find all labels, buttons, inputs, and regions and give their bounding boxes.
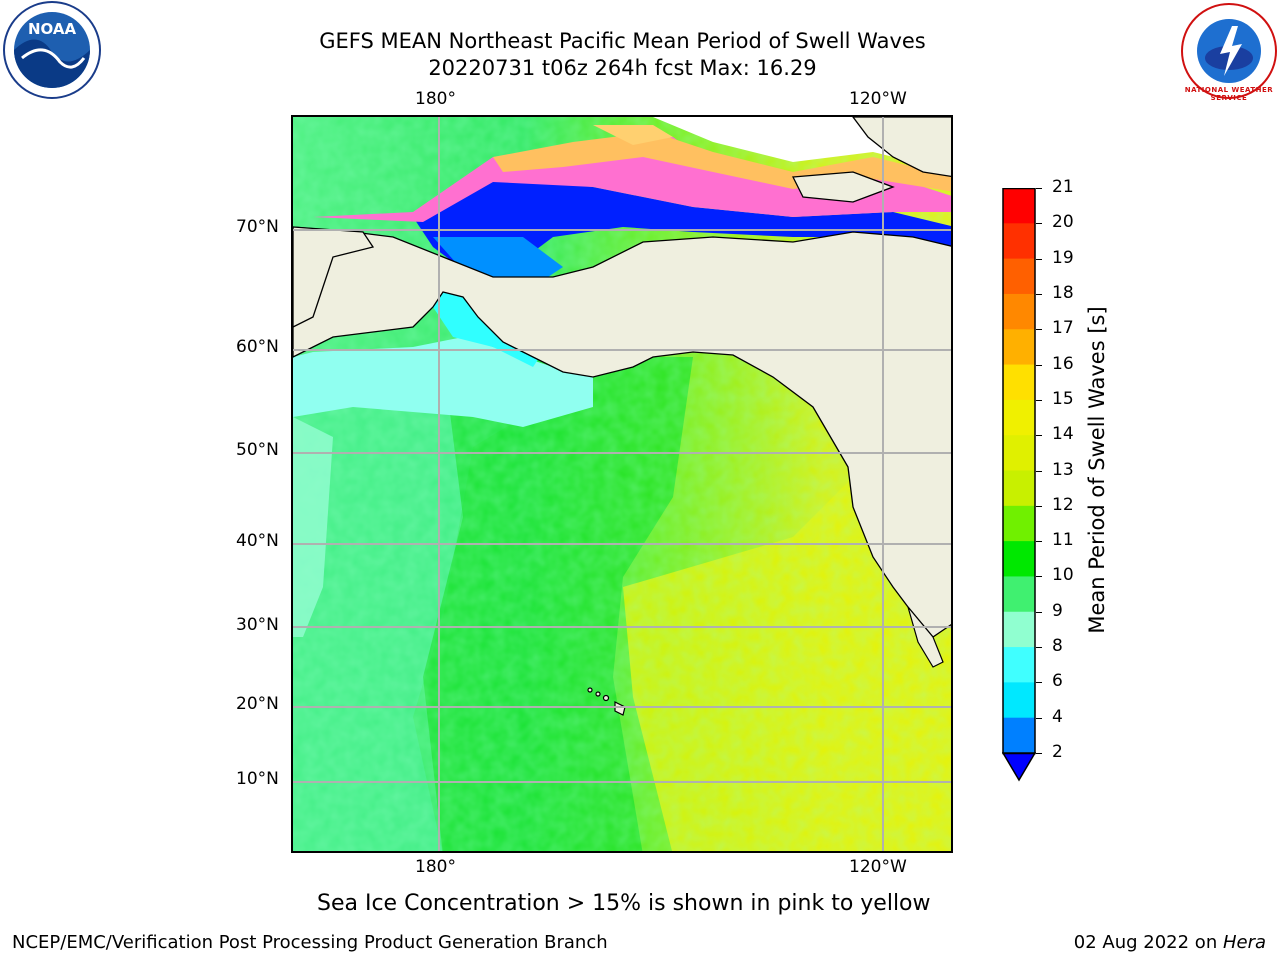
colorbar-tick-label: 12 — [1052, 494, 1074, 515]
footer-host: Hera — [1222, 932, 1266, 953]
colorbar-tick-mark — [1036, 753, 1042, 754]
colorbar-tick-mark — [1036, 505, 1042, 507]
sea-ice-yellow — [593, 125, 673, 145]
noaa-logo-text: NOAA — [27, 20, 77, 38]
colorbar-segment — [1003, 364, 1035, 401]
lat-label-50n: 50°N — [236, 440, 279, 460]
sea-ice-pink — [313, 137, 951, 222]
lon-label-bottom-180: 180° — [415, 857, 456, 877]
colorbar-segment — [1003, 576, 1035, 613]
chukchi-blue — [433, 237, 563, 287]
lat-label-20n: 20°N — [236, 694, 279, 714]
colorbar-tick-mark — [1036, 576, 1042, 578]
colorbar-tick-label: 19 — [1052, 247, 1074, 268]
colorbar-tick-mark — [1036, 223, 1042, 225]
sea-ice-note: Sea Ice Concentration > 15% is shown in … — [317, 891, 931, 916]
arctic-low-period — [413, 177, 951, 277]
colorbar-label: Mean Period of Swell Waves [s] — [1085, 306, 1109, 634]
colorbar-border — [1002, 187, 1036, 755]
lon-label-top-120w: 120°W — [849, 89, 907, 109]
chart-subtitle: 20220731 t06z 264h fcst Max: 16.29 — [428, 56, 817, 80]
footer-date: 02 Aug 2022 on Hera — [1074, 932, 1266, 953]
colorbar-under-arrow — [1001, 752, 1037, 782]
colorbar-tick-mark — [1036, 470, 1042, 472]
map-canvas — [293, 117, 951, 851]
colorbar-segment — [1003, 682, 1035, 719]
colorbar-tick-label: 20 — [1052, 212, 1074, 233]
nws-logo: NATIONAL WEATHER SERVICE — [1180, 2, 1278, 102]
colorbar-tick-label: 11 — [1052, 530, 1074, 551]
colorbar-tick-mark — [1036, 329, 1042, 331]
colorbar-tick-mark — [1036, 293, 1042, 295]
colorbar-tick-label: 17 — [1052, 318, 1074, 339]
colorbar-segment — [1003, 399, 1035, 436]
colorbar-graphic — [1001, 187, 1037, 782]
colorbar-tick-label: 9 — [1052, 600, 1063, 621]
lat-label-40n: 40°N — [236, 531, 279, 551]
nws-logo-text: NATIONAL WEATHER SERVICE — [1184, 86, 1274, 102]
colorbar-tick-mark — [1036, 399, 1042, 401]
colorbar-tick-mark — [1036, 435, 1042, 437]
colorbar-segment — [1003, 717, 1035, 754]
land-arctic-island-2 — [791, 171, 895, 203]
colorbar-tick-mark — [1036, 717, 1042, 719]
colorbar-tick-label: 4 — [1052, 706, 1063, 727]
footer-credit: NCEP/EMC/Verification Post Processing Pr… — [12, 932, 608, 953]
colorbar-tick-label: 8 — [1052, 636, 1063, 657]
colorbar-tick-mark — [1036, 682, 1042, 684]
colorbar-segment — [1003, 188, 1035, 224]
chart-title: GEFS MEAN Northeast Pacific Mean Period … — [319, 29, 926, 53]
colorbar-tick-mark — [1036, 541, 1042, 543]
colorbar-tick-label: 16 — [1052, 353, 1074, 374]
colorbar-tick-label: 14 — [1052, 424, 1074, 445]
colorbar-segment — [1003, 329, 1035, 366]
colorbar-segment — [1003, 435, 1035, 471]
lat-label-10n: 10°N — [236, 769, 279, 789]
colorbar-tick-mark — [1036, 647, 1042, 649]
graticule — [293, 117, 951, 851]
lat-label-70n: 70°N — [236, 217, 279, 237]
colorbar-tick-label: 15 — [1052, 388, 1074, 409]
colorbar-tick-label: 10 — [1052, 565, 1074, 586]
colorbar-segment — [1003, 611, 1035, 648]
lat-label-60n: 60°N — [236, 337, 279, 357]
colorbar-segment — [1003, 470, 1035, 507]
colorbar-tick-mark — [1036, 611, 1042, 613]
colorbar-segment — [1003, 647, 1035, 683]
colorbar-tick-mark — [1036, 364, 1042, 366]
colorbar-tick-mark — [1036, 258, 1042, 260]
lat-label-30n: 30°N — [236, 615, 279, 635]
land-baja — [907, 606, 944, 668]
colorbar-segment — [1003, 541, 1035, 577]
land-north-america — [293, 226, 951, 638]
lon-label-bottom-120w: 120°W — [849, 857, 907, 877]
colorbar-tick-label: 13 — [1052, 459, 1074, 480]
colorbar-segment — [1003, 293, 1035, 330]
colorbar-segment — [1003, 258, 1035, 295]
footer-date-text: 02 Aug 2022 on — [1073, 932, 1223, 953]
lon-label-top-180: 180° — [415, 89, 456, 109]
noaa-logo: NOAA — [2, 0, 102, 100]
land-siberia — [293, 226, 375, 328]
colorbar-tick-label: 6 — [1052, 671, 1063, 692]
colorbar-ticks: 21 20 19 18 17 16 15 14 13 12 11 10 9 8 6 4 2 — [1036, 177, 1080, 762]
colorbar-segment — [1003, 223, 1035, 260]
colorbar-tick-label: 18 — [1052, 282, 1074, 303]
map-panel — [291, 115, 953, 853]
colorbar-tick-label: 2 — [1052, 742, 1063, 762]
colorbar — [1001, 187, 1037, 783]
colorbar-tick-label: 21 — [1052, 177, 1074, 197]
land-arctic-islands — [852, 117, 951, 178]
colorbar-tick-mark — [1036, 188, 1042, 189]
colorbar-segment — [1003, 505, 1035, 542]
